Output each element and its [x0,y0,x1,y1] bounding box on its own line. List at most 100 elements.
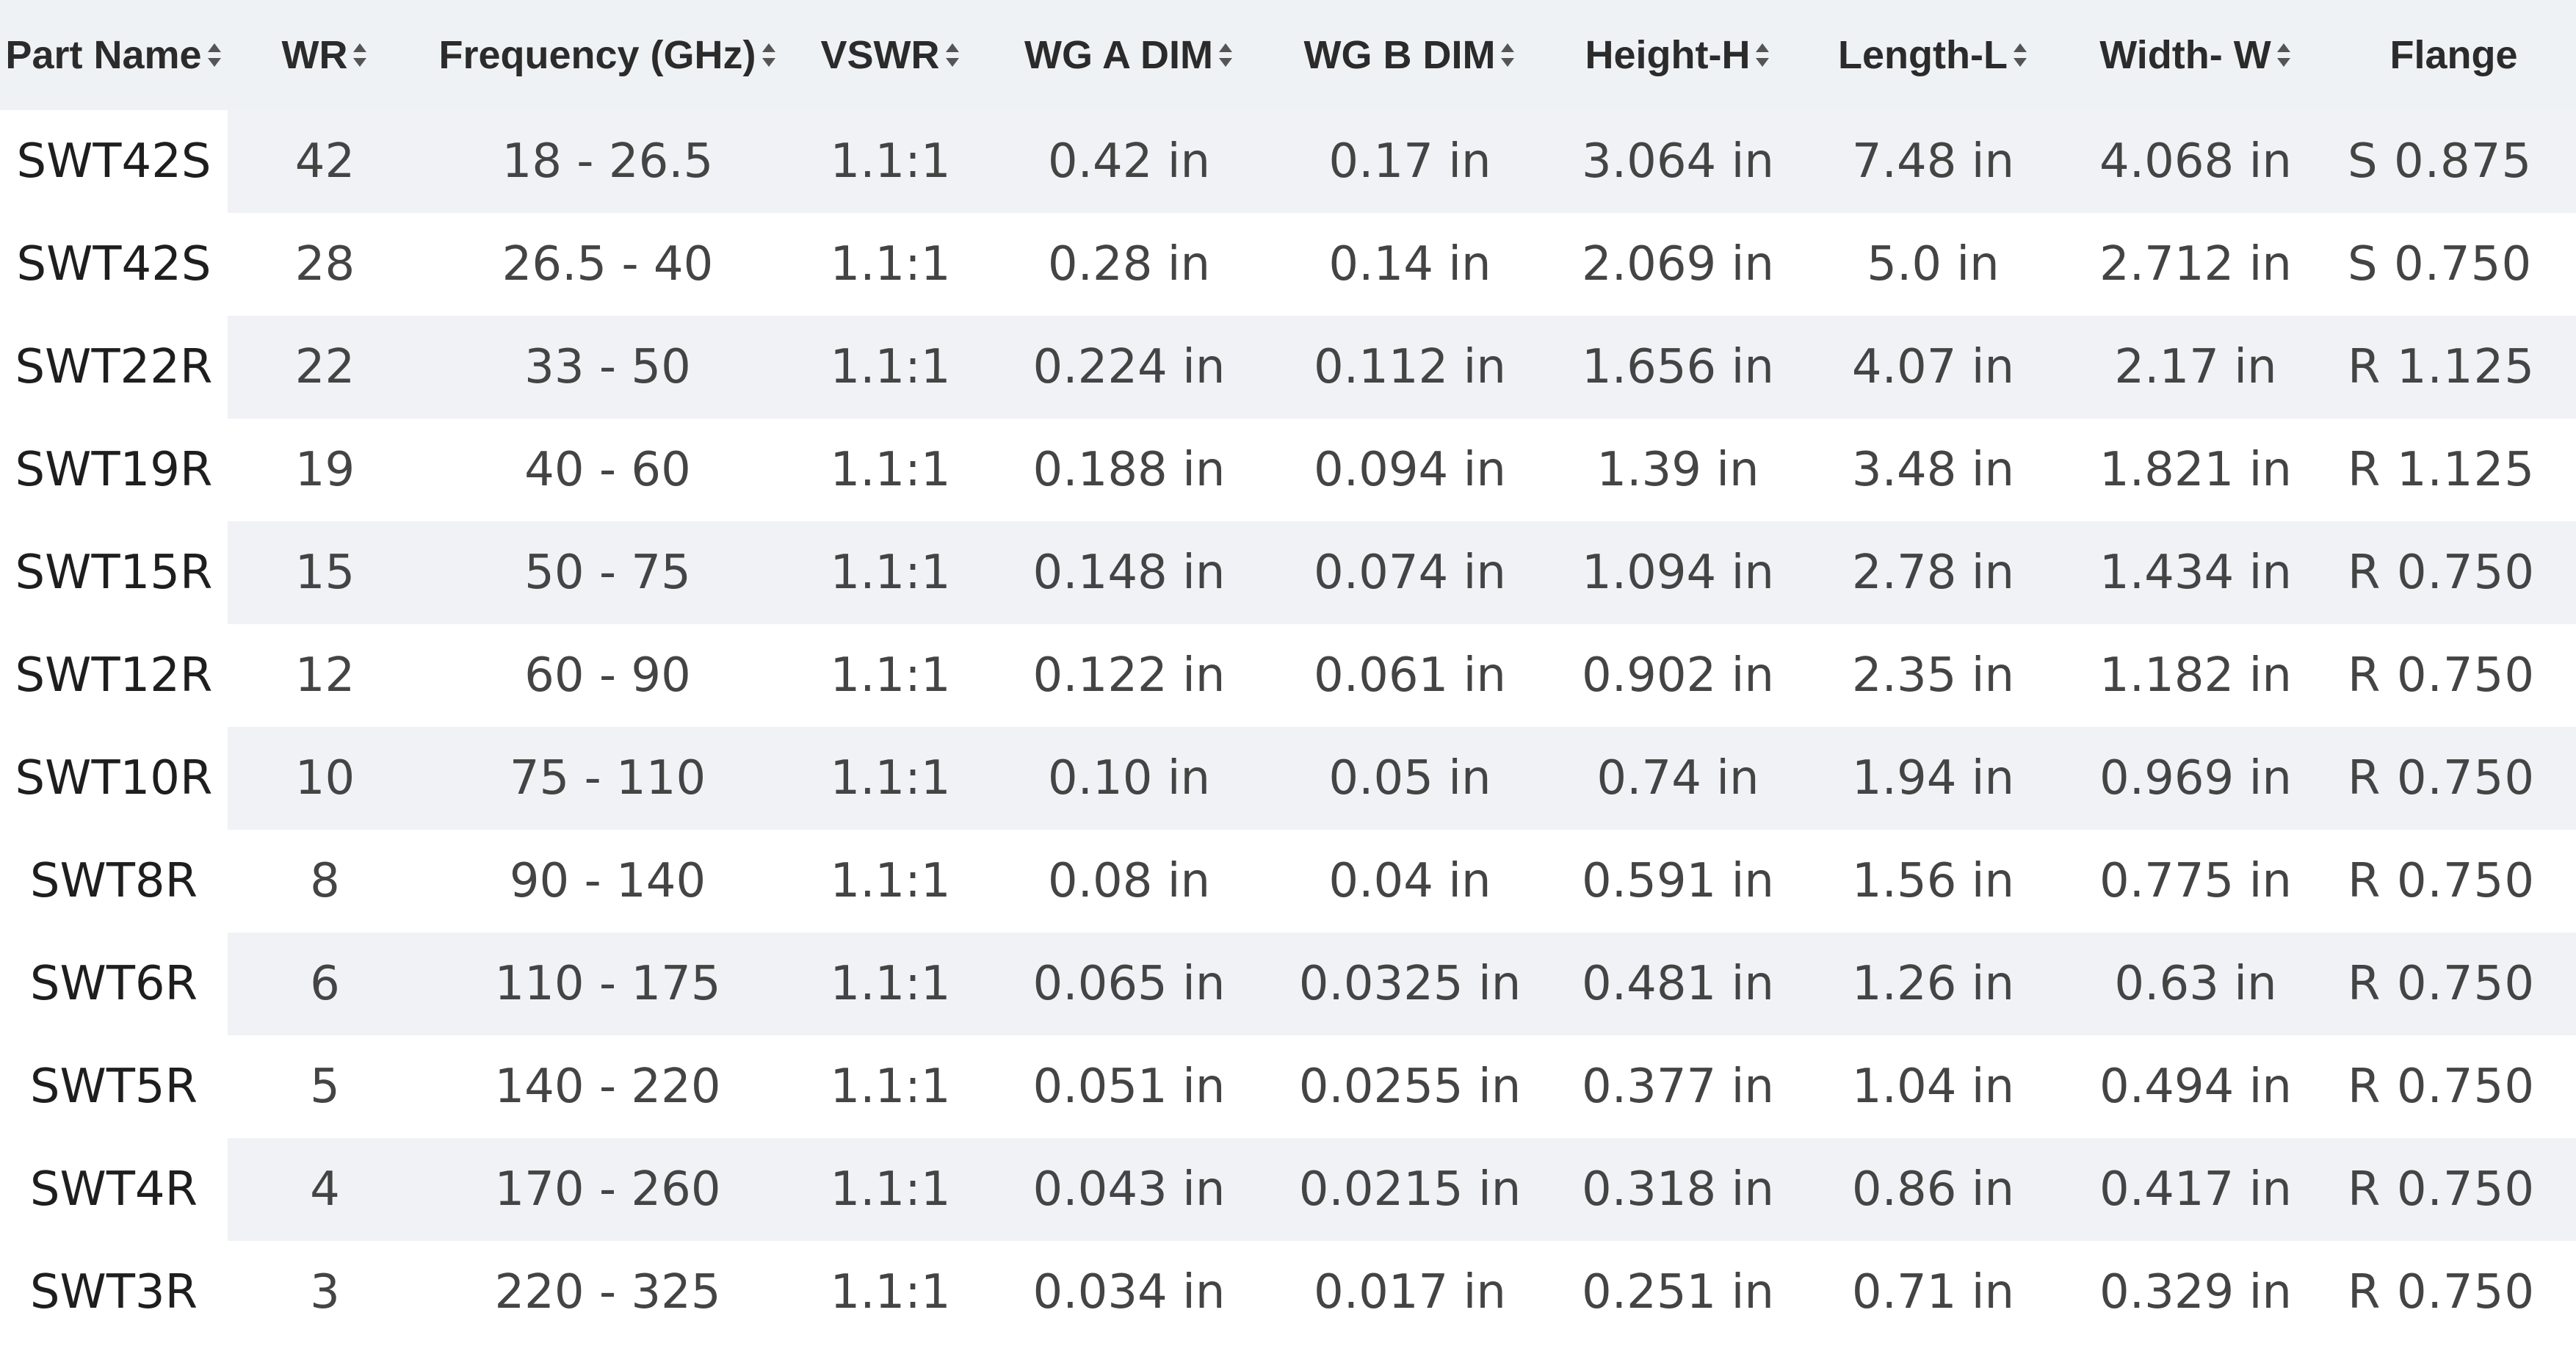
wr-cell: 3 [310,1265,340,1319]
flange-cell: R 0.750 [2348,1265,2536,1319]
column-header-label: Part Name [5,33,202,77]
table-row: SWT19R 19 40 - 60 1.1:1 0.188 in 0.094 in 1.39… [0,419,2576,521]
wg-a-dim-cell: 0.051 in [1032,1060,1226,1114]
column-header-length[interactable]: Length-L [1806,0,2060,110]
frequency-cell: 50 - 75 [524,546,691,600]
length-cell: 1.26 in [1851,957,2015,1011]
wr-cell: 28 [294,237,355,292]
vswr-cell: 1.1:1 [830,1265,951,1319]
wr-cell: 19 [294,443,355,497]
column-header-label: Length-L [1838,33,2008,77]
part-name-cell: SWT10R [0,727,228,830]
table-row: SWT22R 22 33 - 50 1.1:1 0.224 in 0.112 in 1.65… [0,316,2576,419]
width-cell: 1.434 in [2099,546,2292,600]
wg-a-dim-cell: 0.034 in [1032,1265,1226,1319]
wr-cell: 4 [310,1162,340,1217]
length-cell: 2.35 in [1851,648,2015,703]
vswr-cell: 1.1:1 [830,751,951,805]
frequency-cell: 220 - 325 [494,1265,721,1319]
wg-b-dim-cell: 0.17 in [1328,134,1491,189]
height-cell: 0.74 in [1596,751,1759,805]
length-cell: 0.86 in [1851,1162,2015,1217]
column-header-label: Frequency (GHz) [438,33,756,77]
flange-cell: R 0.750 [2348,648,2536,703]
width-cell: 0.329 in [2099,1265,2292,1319]
length-cell: 0.71 in [1851,1265,2015,1319]
table-row: SWT12R 12 60 - 90 1.1:1 0.122 in 0.061 in 0.90… [0,624,2576,727]
wr-cell: 22 [294,340,355,394]
sort-icon[interactable] [206,40,222,70]
wg-b-dim-cell: 0.0255 in [1298,1060,1522,1114]
length-cell: 5.0 in [1867,237,2000,292]
frequency-cell: 90 - 140 [509,854,706,908]
part-name-cell: SWT6R [0,933,228,1035]
width-cell: 0.417 in [2099,1162,2292,1217]
wr-cell: 6 [310,957,340,1011]
length-cell: 3.48 in [1851,443,2015,497]
wg-a-dim-cell: 0.08 in [1047,854,1211,908]
frequency-cell: 60 - 90 [524,648,691,703]
sort-icon[interactable] [944,40,960,70]
frequency-cell: 26.5 - 40 [502,237,714,292]
column-header-label: WG B DIM [1303,33,1496,77]
column-header-wr[interactable]: WR [228,0,422,110]
height-cell: 0.251 in [1582,1265,1774,1319]
frequency-cell: 33 - 50 [524,340,691,394]
column-header-part-name[interactable]: Part Name [0,0,228,110]
vswr-cell: 1.1:1 [830,1060,951,1114]
width-cell: 0.775 in [2099,854,2292,908]
column-header-height[interactable]: Height-H [1549,0,1806,110]
length-cell: 7.48 in [1851,134,2015,189]
height-cell: 3.064 in [1582,134,1774,189]
width-cell: 0.63 in [2114,957,2277,1011]
width-cell: 0.494 in [2099,1060,2292,1114]
column-header-vswr[interactable]: VSWR [793,0,988,110]
vswr-cell: 1.1:1 [830,648,951,703]
table-row: SWT42S 42 18 - 26.5 1.1:1 0.42 in 0.17 in 3.06… [0,110,2576,213]
flange-cell: R 0.750 [2348,751,2536,805]
width-cell: 2.17 in [2114,340,2277,394]
sort-icon[interactable] [1754,40,1770,70]
flange-cell: S 0.750 [2348,237,2533,292]
wg-b-dim-cell: 0.14 in [1328,237,1491,292]
length-cell: 1.94 in [1851,751,2015,805]
width-cell: 1.182 in [2099,648,2292,703]
sort-icon[interactable] [352,40,368,70]
vswr-cell: 1.1:1 [830,340,951,394]
frequency-cell: 18 - 26.5 [502,134,714,189]
table-row: SWT42S 28 26.5 - 40 1.1:1 0.28 in 0.14 in 2.06… [0,213,2576,316]
sort-icon[interactable] [1499,40,1516,70]
table-header-row: Part Name WR Frequency (GHz) VSWR WG A D… [0,0,2576,110]
flange-cell: R 0.750 [2348,1162,2536,1217]
column-header-wg-b-dim[interactable]: WG B DIM [1270,0,1549,110]
sort-icon[interactable] [2276,40,2292,70]
flange-cell: R 0.750 [2348,854,2536,908]
wr-cell: 10 [294,751,355,805]
height-cell: 0.377 in [1582,1060,1774,1114]
vswr-cell: 1.1:1 [830,237,951,292]
sort-icon[interactable] [1218,40,1234,70]
table-row: SWT4R 4 170 - 260 1.1:1 0.043 in 0.0215 in 0.3… [0,1138,2576,1241]
length-cell: 1.04 in [1851,1060,2015,1114]
vswr-cell: 1.1:1 [830,443,951,497]
wg-b-dim-cell: 0.061 in [1314,648,1506,703]
column-header-wg-a-dim[interactable]: WG A DIM [988,0,1270,110]
part-name-cell: SWT12R [15,648,213,703]
column-header-width[interactable]: Width- W [2060,0,2331,110]
height-cell: 0.902 in [1582,648,1774,703]
table-row: SWT6R 6 110 - 175 1.1:1 0.065 in 0.0325 in 0.4… [0,933,2576,1035]
sort-icon[interactable] [761,40,777,70]
wg-a-dim-cell: 0.043 in [1032,1162,1226,1217]
column-header-label: Width- W [2099,33,2271,77]
sort-icon[interactable] [2012,40,2028,70]
table-row: SWT15R 15 50 - 75 1.1:1 0.148 in 0.074 in 1.09… [0,521,2576,624]
wg-b-dim-cell: 0.04 in [1328,854,1491,908]
flange-cell: R 0.750 [2348,957,2536,1011]
flange-cell: S 0.875 [2348,134,2533,189]
width-cell: 2.712 in [2099,237,2292,292]
wr-cell: 12 [294,648,355,703]
wg-a-dim-cell: 0.28 in [1047,237,1211,292]
length-cell: 4.07 in [1851,340,2015,394]
wr-cell: 5 [310,1060,340,1114]
column-header-frequency[interactable]: Frequency (GHz) [422,0,793,110]
